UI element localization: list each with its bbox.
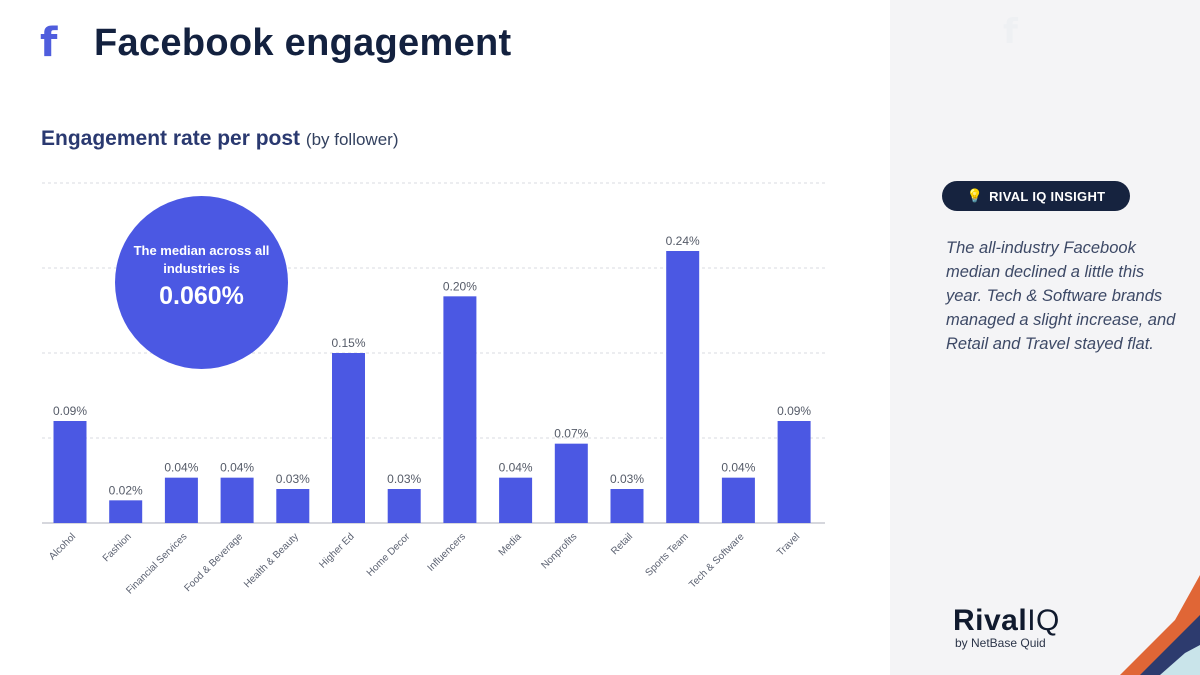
x-tick-label: Fashion	[101, 531, 134, 564]
data-label: 0.04%	[721, 461, 755, 475]
data-label: 0.04%	[499, 461, 533, 475]
median-value: 0.060%	[159, 282, 244, 310]
x-tick-label: Home Decor	[365, 531, 413, 579]
bar-chart: 0.09% 0.02% 0.04% 0.04% 0.03% 0.15% 0.03% 0.20%…	[42, 182, 825, 597]
bar-food-beverage	[220, 477, 254, 523]
bar-travel	[777, 421, 811, 523]
data-label: 0.04%	[220, 461, 254, 475]
bar-health-beauty	[276, 489, 310, 523]
insight-badge: 💡 RIVAL IQ INSIGHT	[942, 181, 1130, 211]
x-tick-label: Financial Services	[124, 531, 189, 596]
bar-fashion	[109, 500, 143, 523]
insight-panel	[890, 0, 1200, 675]
data-label: 0.02%	[109, 483, 143, 497]
facebook-icon: f	[40, 20, 58, 66]
data-label: 0.03%	[610, 472, 644, 486]
data-labels: 0.09% 0.02% 0.04% 0.04% 0.03% 0.15% 0.03% 0.20%…	[53, 234, 811, 497]
decorative-corner-graphic	[1120, 575, 1200, 675]
bar-nonprofits	[554, 443, 588, 523]
bar-tech-software	[721, 477, 755, 523]
median-callout: The median across all industries is 0.06…	[115, 196, 288, 369]
data-label: 0.03%	[276, 472, 310, 486]
bar-financial-services	[164, 477, 198, 523]
insight-badge-label: RIVAL IQ INSIGHT	[989, 188, 1106, 204]
x-tick-label: Nonprofits	[539, 531, 579, 571]
insight-text: The all-industry Facebook median decline…	[946, 239, 1176, 353]
logo-byline: by NetBase Quid	[955, 636, 1046, 650]
data-label: 0.15%	[331, 336, 365, 350]
x-tick-label: Retail	[609, 531, 635, 557]
x-tick-label: Travel	[775, 531, 802, 558]
chart-title: Engagement rate per post (by follower)	[41, 127, 399, 151]
x-tick-label: Higher Ed	[317, 531, 356, 570]
facebook-watermark-icon: f	[1003, 12, 1018, 52]
data-label: 0.09%	[777, 404, 811, 418]
bar-influencers	[443, 296, 477, 523]
median-text: The median across all industries is	[133, 243, 270, 276]
data-label: 0.04%	[164, 461, 198, 475]
x-tick-label: Tech & Software	[687, 531, 747, 591]
data-label: 0.20%	[443, 279, 477, 293]
rival-iq-logo: RivalIQ by NetBase Quid	[953, 604, 1060, 650]
data-label: 0.07%	[554, 427, 588, 441]
logo-rival: Rival	[953, 604, 1028, 637]
chart-title-suffix: (by follower)	[305, 130, 399, 149]
bar-higher-ed	[332, 353, 365, 523]
bar-sports-team	[666, 251, 700, 523]
data-label: 0.24%	[666, 234, 700, 248]
bar-alcohol	[53, 421, 87, 523]
page-title: Facebook engagement	[94, 21, 512, 64]
bars	[53, 251, 811, 523]
x-tick-label: Sports Team	[643, 531, 690, 578]
x-tick-label: Health & Beauty	[242, 531, 301, 590]
bar-media	[499, 477, 533, 523]
x-tick-label: Influencers	[426, 531, 468, 573]
bar-retail	[610, 489, 644, 523]
x-tick-label: Food & Beverage	[182, 531, 245, 594]
lightbulb-icon: 💡	[966, 188, 984, 204]
x-tick-label: Media	[497, 531, 524, 558]
logo-iq: IQ	[1027, 604, 1060, 637]
bar-home-decor	[387, 489, 421, 523]
data-label: 0.03%	[387, 472, 421, 486]
x-tick-label: Alcohol	[47, 531, 78, 562]
header: f Facebook engagement	[40, 18, 511, 68]
chart-title-main: Engagement rate per post	[41, 127, 301, 150]
data-label: 0.09%	[53, 404, 87, 418]
